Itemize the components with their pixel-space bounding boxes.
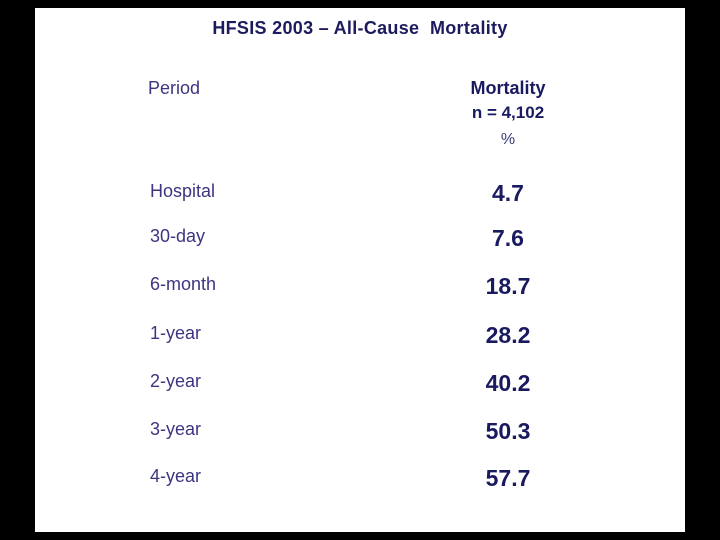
table-row: 30-day 7.6	[35, 227, 685, 255]
table-row: 6-month 18.7	[35, 275, 685, 303]
table-row: 4-year 57.7	[35, 467, 685, 495]
period-cell: 4-year	[150, 466, 202, 486]
mortality-cell: 28.2	[485, 322, 531, 348]
mortality-cell: 4.7	[492, 180, 524, 206]
period-cell: 1-year	[150, 323, 202, 343]
table-row: 3-year 50.3	[35, 420, 685, 448]
table-row: 2-year 40.2	[35, 372, 685, 400]
mortality-cell: 7.6	[492, 225, 524, 251]
period-cell: 2-year	[150, 371, 202, 391]
mortality-unit-label: %	[500, 131, 516, 148]
period-cell: 6-month	[150, 274, 217, 294]
mortality-cell: 57.7	[485, 465, 531, 491]
mortality-cell: 40.2	[485, 370, 531, 396]
period-cell: 3-year	[150, 419, 202, 439]
mortality-cell: 18.7	[485, 273, 531, 299]
period-cell: Hospital	[150, 181, 216, 201]
period-cell: 30-day	[150, 226, 206, 246]
table-row: Hospital 4.7	[35, 182, 685, 210]
period-column-header: Period	[148, 78, 201, 98]
mortality-sample-size-label: n = 4,102	[471, 103, 545, 122]
slide-title: HFSIS 2003 – All-Cause Mortality	[212, 18, 508, 38]
table-row: 1-year 28.2	[35, 324, 685, 352]
mortality-cell: 50.3	[485, 418, 531, 444]
mortality-column-header: Mortality	[470, 78, 546, 98]
slide-canvas: HFSIS 2003 – All-Cause Mortality Period …	[35, 8, 685, 532]
